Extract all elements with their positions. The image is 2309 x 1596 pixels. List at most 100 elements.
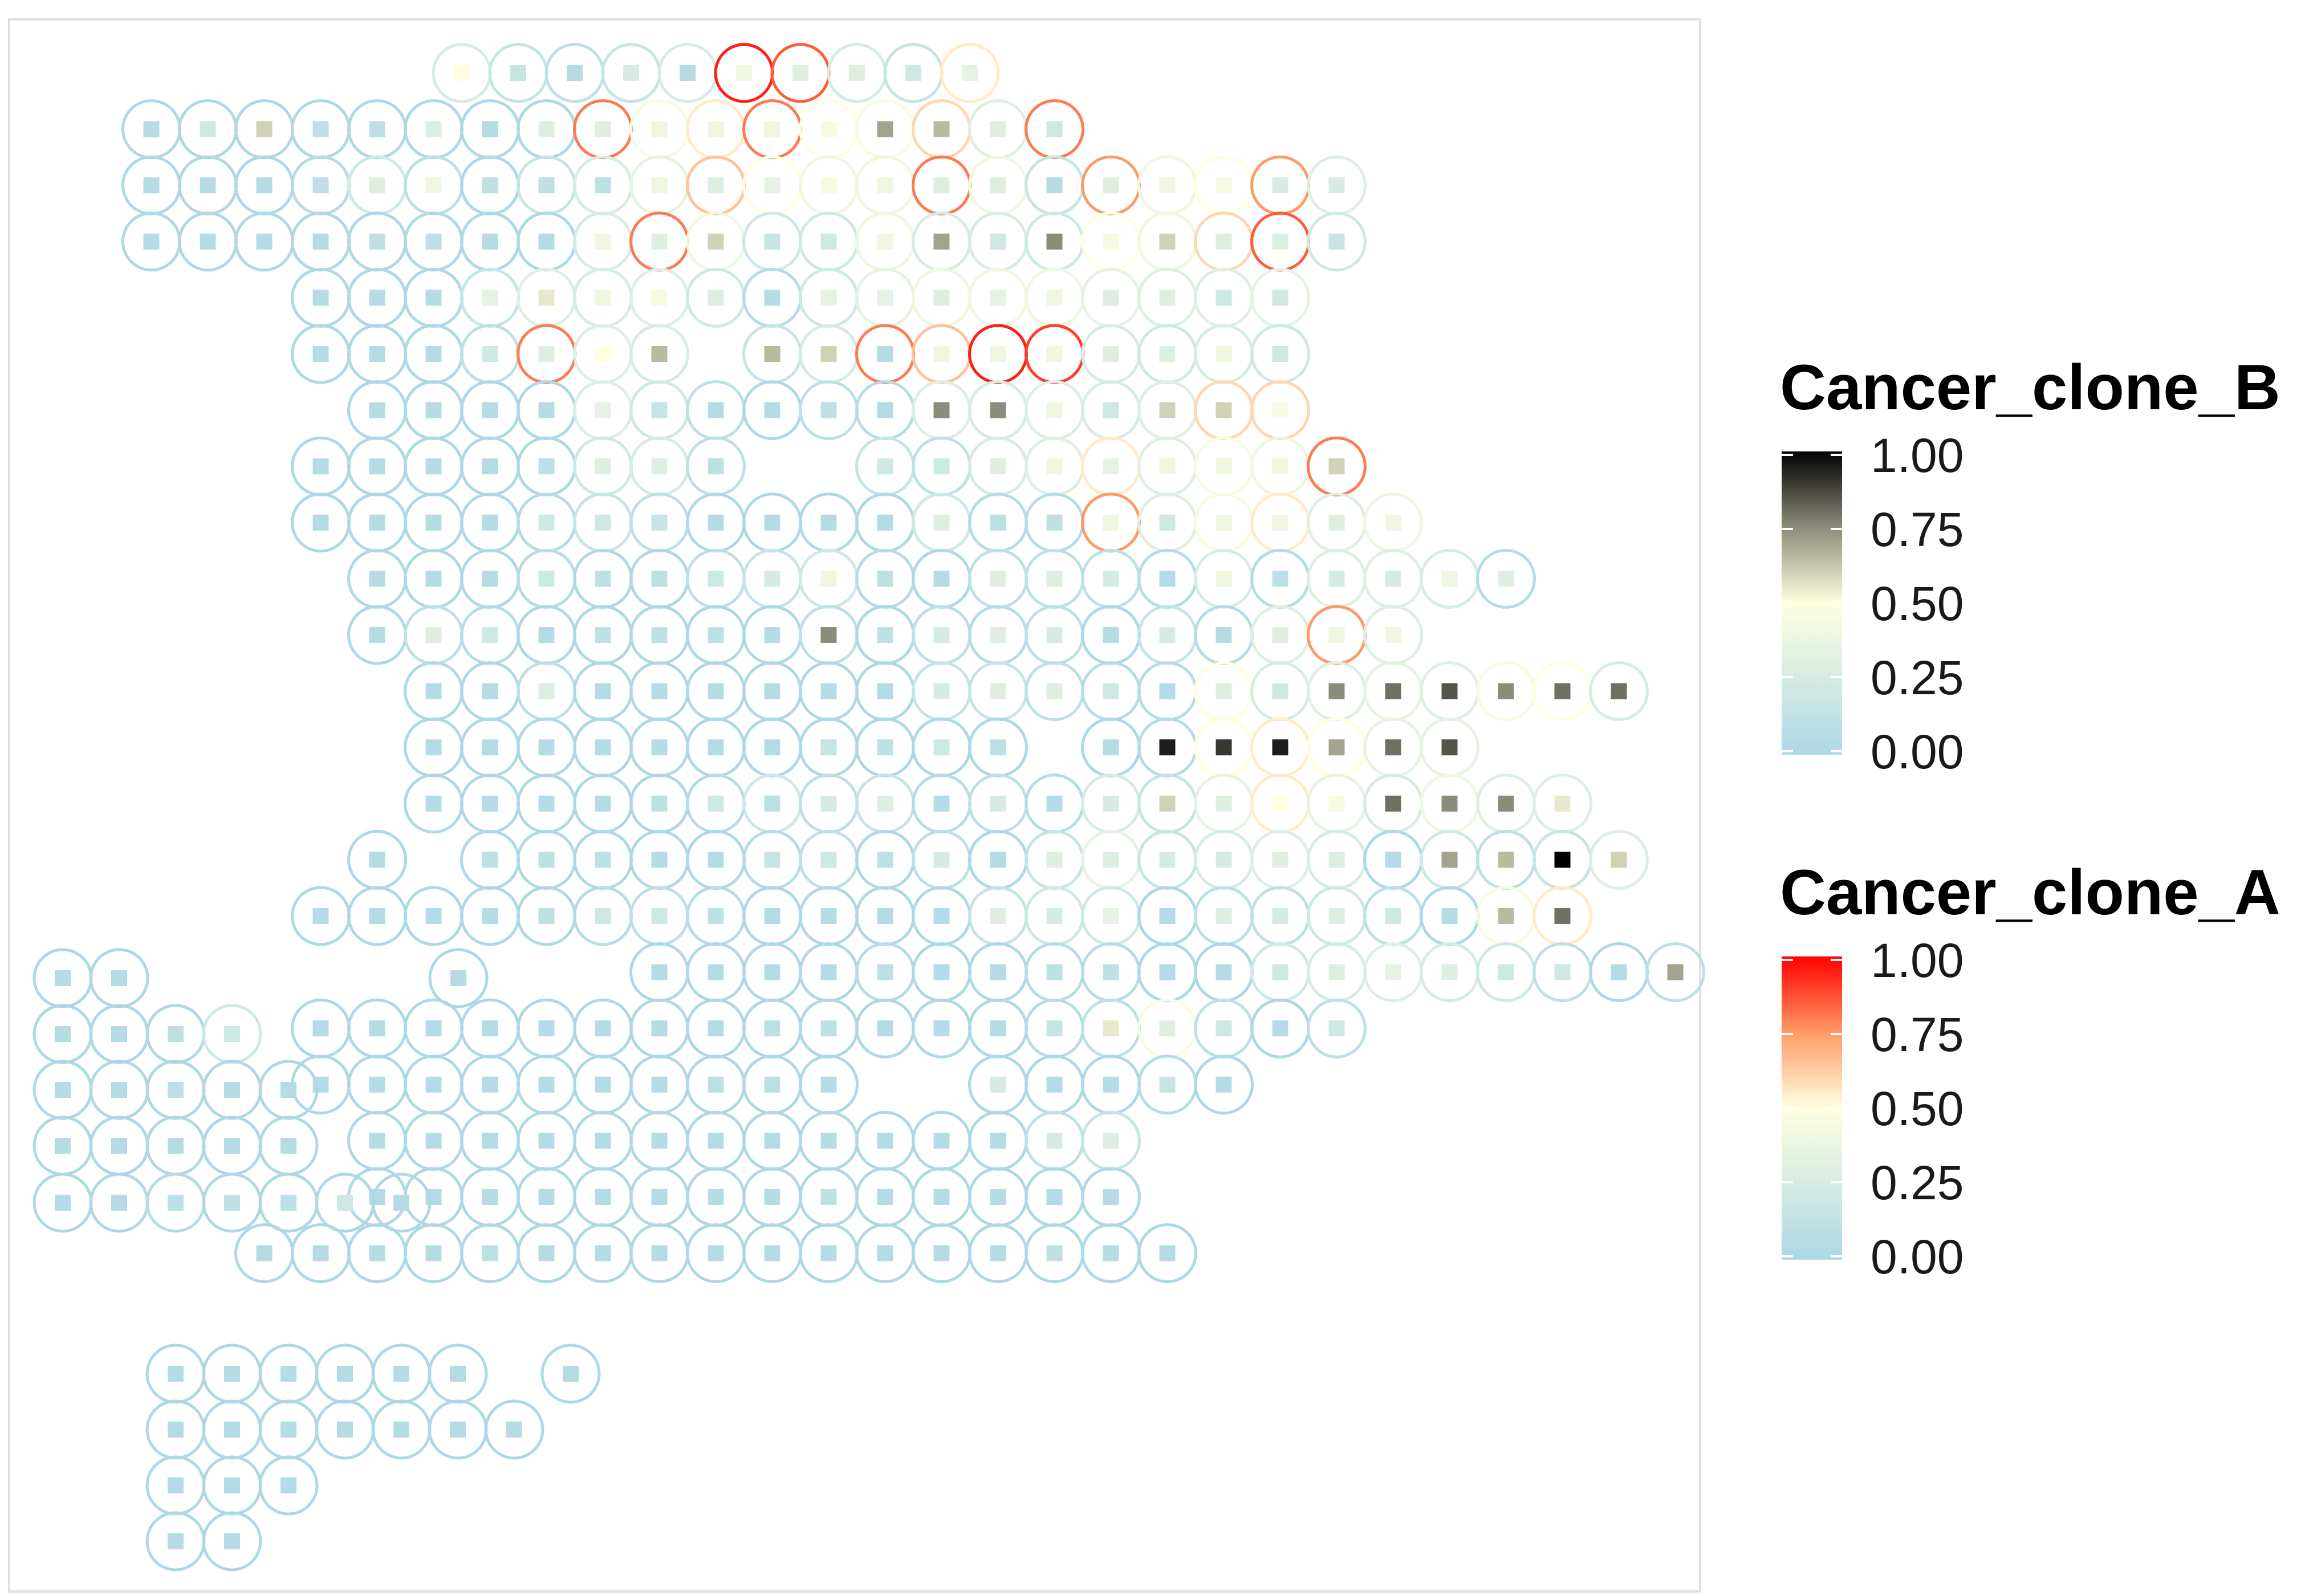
spot [121, 211, 181, 272]
spot-square-clone-b [1554, 964, 1571, 980]
spot [202, 1455, 262, 1516]
spot [1025, 829, 1084, 890]
spot [573, 492, 633, 553]
spot [1081, 886, 1141, 946]
spot-square-clone-b [1103, 514, 1119, 531]
spot-square-clone-b [1328, 1020, 1345, 1037]
spot [1081, 324, 1141, 384]
spot [1025, 155, 1084, 215]
spot-square-clone-b [312, 233, 329, 250]
spot [1025, 436, 1084, 496]
spot [742, 155, 802, 215]
spot [404, 717, 464, 777]
spot-square-clone-b [312, 458, 329, 475]
spot-ring-clone-a [1137, 1223, 1197, 1284]
spot-square-clone-b [1103, 964, 1119, 980]
spot [629, 492, 689, 553]
spot-square-clone-b [877, 1133, 893, 1149]
spot [742, 661, 802, 722]
spot-square-clone-b [563, 1366, 579, 1382]
spot [1137, 1223, 1197, 1284]
spot [1137, 998, 1197, 1058]
spot [799, 773, 859, 834]
spot-square-clone-b [1328, 739, 1345, 756]
spot [629, 1110, 689, 1171]
spot-square-clone-b [1216, 739, 1232, 756]
spot [855, 380, 915, 441]
spot [912, 436, 971, 496]
spot-square-clone-b [1046, 121, 1063, 137]
spot [1081, 1054, 1141, 1115]
spot-square-clone-b [990, 1189, 1006, 1205]
spot [629, 717, 689, 777]
spot-square-clone-b [1103, 795, 1119, 812]
spot [799, 99, 859, 160]
spot [202, 1511, 262, 1571]
spot-square-clone-b [482, 290, 498, 306]
spot-square-clone-b [595, 402, 611, 418]
spot [460, 1110, 520, 1171]
spot-square-clone-b [595, 795, 611, 812]
spot [912, 661, 971, 722]
spot [404, 1110, 464, 1171]
spot [1363, 717, 1423, 777]
spot [686, 942, 746, 1003]
spot-square-clone-b [1441, 964, 1458, 980]
spot-square-clone-b [538, 177, 555, 194]
spot [1307, 155, 1367, 215]
spot-square-clone-b [1328, 795, 1345, 812]
spot [404, 886, 464, 946]
spot-square-clone-b [425, 627, 442, 643]
spot-square-clone-b [482, 514, 498, 531]
spot [1081, 661, 1141, 722]
spot [347, 829, 407, 890]
spot [573, 99, 633, 160]
spot [1081, 717, 1141, 777]
spot-square-clone-b [1159, 177, 1176, 194]
spot-square-clone-b [595, 121, 611, 137]
spot-square-clone-b [1159, 290, 1176, 306]
spot [1137, 380, 1197, 441]
spot-square-clone-b [708, 177, 724, 194]
spot [799, 155, 859, 215]
spot-square-clone-b [1385, 852, 1401, 868]
spot [234, 99, 294, 160]
spot-square-clone-b [482, 795, 498, 812]
spot-square-clone-b [792, 65, 808, 81]
spot-square-clone-b [595, 514, 611, 531]
spot [1307, 829, 1367, 890]
legend-title-clone-a: Cancer_clone_A [1780, 857, 2280, 928]
spot [145, 1172, 206, 1233]
spot [657, 43, 718, 103]
spot-square-clone-b [425, 1076, 442, 1093]
spot-square-clone-b [425, 571, 442, 587]
spot-square-clone-b [1046, 346, 1063, 362]
spot-square-clone-b [538, 739, 555, 756]
spot [968, 773, 1028, 834]
spot [1194, 155, 1254, 215]
spot-square-clone-b [820, 177, 837, 194]
spot [799, 211, 859, 272]
spot [912, 380, 971, 441]
spot-square-clone-b [393, 1422, 409, 1438]
spot-square-clone-b [1046, 1245, 1063, 1261]
spot-square-clone-b [1159, 458, 1176, 475]
spot [601, 43, 661, 103]
spot [1081, 492, 1141, 553]
spot-square-clone-b [708, 571, 724, 587]
spot-square-clone-b [708, 1133, 724, 1149]
spot [855, 267, 915, 328]
spot [1137, 605, 1197, 665]
spot [799, 942, 859, 1003]
spot [89, 1060, 149, 1120]
spot [912, 717, 971, 777]
spot [1307, 548, 1367, 609]
spot-square-clone-b [168, 1195, 184, 1211]
spot-square-clone-b [1216, 852, 1232, 868]
spot [517, 99, 576, 160]
spot [1589, 829, 1649, 890]
spot-square-clone-b [820, 1020, 837, 1037]
spot-square-clone-b [224, 1422, 240, 1438]
spot-square-clone-b [425, 683, 442, 699]
spot-square-clone-b [933, 402, 950, 418]
